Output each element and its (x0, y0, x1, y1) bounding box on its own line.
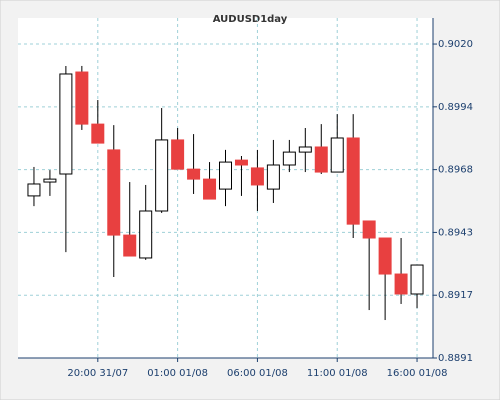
candle-body (394, 273, 408, 295)
x-tick-label: 01:00 01/08 (147, 368, 208, 379)
y-tick-label: 0.8917 (438, 290, 473, 301)
candle-body (346, 137, 360, 225)
y-tick-label: 0.8968 (438, 165, 473, 176)
candle-body (43, 178, 57, 183)
x-tick-label: 20:00 31/07 (67, 368, 128, 379)
candle-body (282, 151, 296, 166)
y-tick-label: 0.8994 (438, 102, 473, 113)
candle-body (234, 159, 248, 166)
x-tick-label: 06:00 01/08 (227, 368, 288, 379)
y-tick-label: 0.8891 (438, 353, 473, 364)
candle-body (187, 168, 201, 180)
candles (27, 65, 424, 321)
chart-title: AUDUSD1day (213, 14, 288, 25)
candle-body (266, 164, 280, 190)
x-tick-label: 11:00 01/08 (307, 368, 368, 379)
candle-body (410, 264, 424, 295)
candle-body (250, 167, 264, 186)
candle-body (378, 237, 392, 275)
candle-body (171, 139, 185, 170)
candle-body (123, 234, 137, 257)
y-tick-label: 0.9020 (438, 39, 473, 50)
candle-body (107, 149, 121, 236)
candle-body (219, 161, 232, 190)
candle-body (330, 137, 344, 173)
candle-body (75, 71, 89, 125)
x-tick-label: 16:00 01/08 (387, 368, 448, 379)
candle-body (91, 123, 105, 144)
y-tick-label: 0.8943 (438, 227, 473, 238)
candle-body (298, 146, 312, 153)
candle-body (362, 220, 376, 239)
candle-body (314, 146, 328, 173)
candle-body (27, 183, 41, 197)
candle-body (139, 210, 153, 259)
candle-body (203, 178, 217, 200)
candle-body (155, 139, 169, 212)
candle-body (59, 73, 73, 175)
